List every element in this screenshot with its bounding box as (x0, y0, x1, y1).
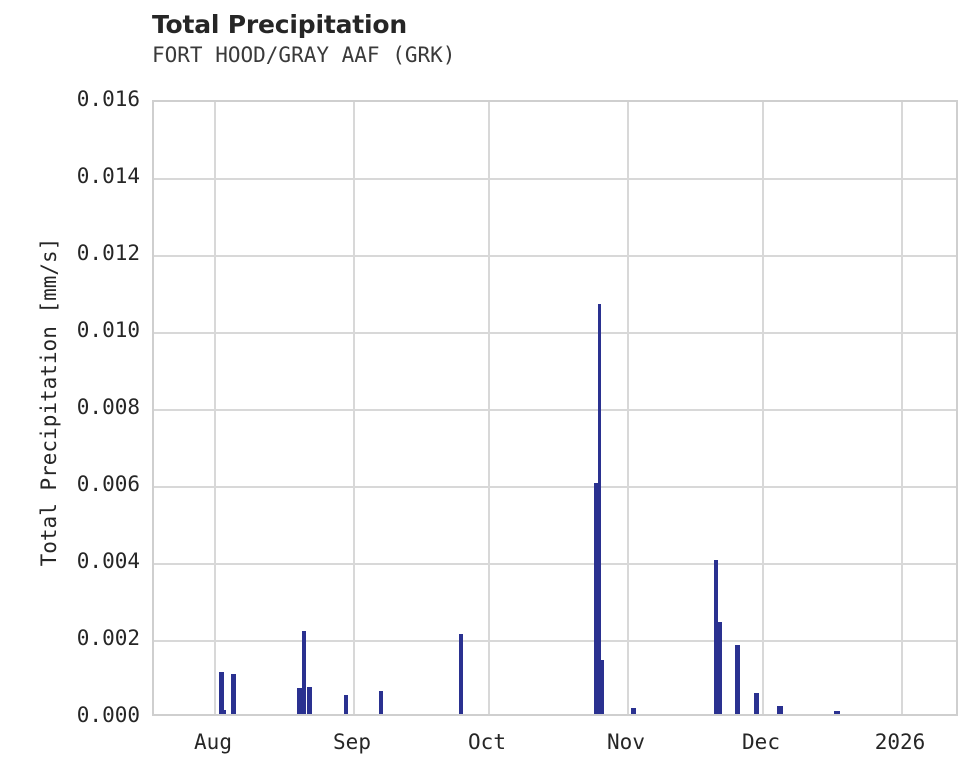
gridline-horizontal (154, 178, 956, 180)
bar (223, 710, 226, 714)
page-title: Total Precipitation (152, 10, 407, 39)
y-axis-tick-label: 0.016 (76, 87, 140, 111)
y-axis-tick-labels: 0.016 0.014 0.012 0.010 0.008 0.006 0.004 0.002… (0, 0, 140, 780)
x-axis-tick-label: Nov (607, 730, 645, 754)
bar (834, 710, 840, 714)
y-axis-tick-label: 0.008 (76, 395, 140, 419)
bar (598, 303, 601, 714)
gridline-horizontal (154, 409, 956, 411)
gridline-horizontal (154, 563, 956, 565)
gridline-vertical (901, 102, 903, 714)
x-axis-tick-labels: Aug Sep Oct Nov Dec 2026 (0, 730, 980, 770)
bar (302, 631, 306, 714)
gridline-vertical (627, 102, 629, 714)
chart-title-block: Total Precipitation FORT HOOD/GRAY AAF (… (152, 10, 455, 68)
x-axis-tick-label: 2026 (874, 730, 926, 754)
gridline-horizontal (154, 486, 956, 488)
x-axis-tick-label: Aug (194, 730, 232, 754)
gridline-horizontal (154, 255, 956, 257)
gridline-vertical (762, 102, 764, 714)
y-axis-tick-label: 0.004 (76, 549, 140, 573)
gridline-vertical (488, 102, 490, 714)
bar (219, 671, 224, 714)
bars-layer (154, 102, 956, 714)
bar (754, 692, 759, 714)
bar (344, 694, 348, 714)
gridline-horizontal (154, 332, 956, 334)
gridline-vertical (353, 102, 355, 714)
x-axis-tick-label: Oct (468, 730, 506, 754)
bar (231, 673, 236, 714)
bar (594, 483, 598, 714)
bar (777, 706, 783, 714)
x-axis-tick-label: Dec (742, 730, 780, 754)
bar (735, 645, 740, 714)
bar (379, 690, 383, 714)
y-axis-tick-label: 0.000 (76, 703, 140, 727)
y-axis-tick-label: 0.014 (76, 164, 140, 188)
gridline-horizontal (154, 640, 956, 642)
gridline-vertical (214, 102, 216, 714)
y-axis-tick-label: 0.012 (76, 241, 140, 265)
bar (594, 660, 604, 714)
y-axis-tick-label: 0.010 (76, 318, 140, 342)
x-axis-tick-label: Sep (333, 730, 371, 754)
y-axis-tick-label: 0.006 (76, 472, 140, 496)
chart-subtitle: FORT HOOD/GRAY AAF (GRK) (152, 43, 456, 67)
bar (631, 707, 636, 714)
bar (714, 621, 722, 714)
bar (307, 687, 312, 714)
plot-area (152, 100, 958, 716)
bar (459, 633, 463, 714)
y-axis-tick-label: 0.002 (76, 626, 140, 650)
bar (297, 687, 302, 714)
